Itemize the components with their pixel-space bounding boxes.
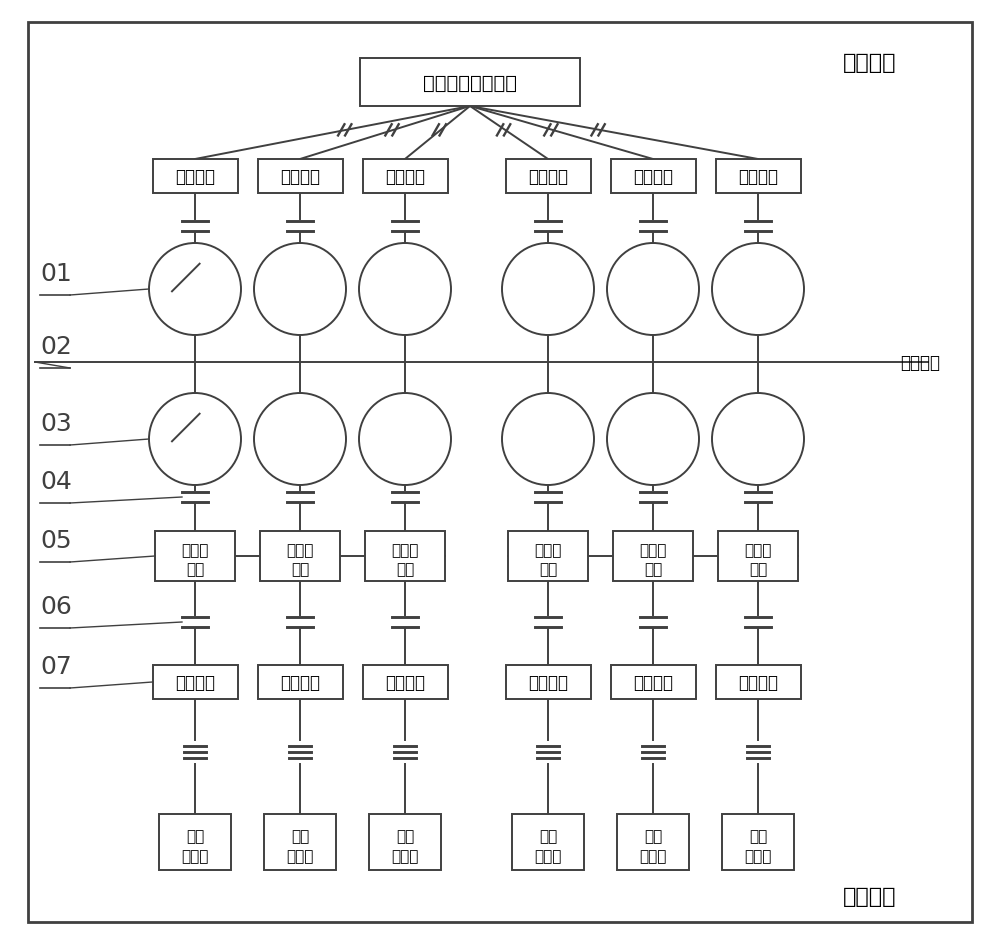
Bar xyxy=(258,160,343,194)
Text: 降试: 降试 xyxy=(291,828,309,843)
Bar xyxy=(617,814,689,870)
Bar xyxy=(258,666,343,700)
Text: 被试机车电气设备: 被试机车电气设备 xyxy=(423,74,517,93)
Text: 01: 01 xyxy=(40,261,72,286)
Bar xyxy=(363,160,448,194)
Text: 变流器: 变流器 xyxy=(391,849,419,864)
Bar xyxy=(260,531,340,582)
Text: 牢引电机: 牢引电机 xyxy=(528,168,568,186)
Text: 牢引电机: 牢引电机 xyxy=(385,168,425,186)
Text: 降试电机: 降试电机 xyxy=(385,673,425,691)
Bar xyxy=(159,814,231,870)
Text: 同步齿: 同步齿 xyxy=(286,543,314,558)
Text: 牢引电机: 牢引电机 xyxy=(633,168,673,186)
Text: 降试电机: 降试电机 xyxy=(175,673,215,691)
Bar xyxy=(716,160,800,194)
Circle shape xyxy=(712,244,804,336)
Bar xyxy=(264,814,336,870)
Text: 变流器: 变流器 xyxy=(534,849,562,864)
Text: 牢引电机: 牢引电机 xyxy=(738,168,778,186)
Bar xyxy=(512,814,584,870)
Bar xyxy=(718,531,798,582)
Text: 变流器: 变流器 xyxy=(744,849,772,864)
Text: 变流器: 变流器 xyxy=(639,849,667,864)
Text: 降试: 降试 xyxy=(749,828,767,843)
Bar xyxy=(506,666,590,700)
Text: 03: 03 xyxy=(40,412,72,435)
Bar xyxy=(369,814,441,870)
Circle shape xyxy=(712,394,804,485)
Text: 04: 04 xyxy=(40,469,72,494)
Text: 轮筱: 轮筱 xyxy=(186,562,204,577)
Text: 降试: 降试 xyxy=(186,828,204,843)
Text: 降试: 降试 xyxy=(644,828,662,843)
Circle shape xyxy=(254,394,346,485)
Text: 降试电机: 降试电机 xyxy=(738,673,778,691)
Bar xyxy=(153,666,238,700)
Bar xyxy=(155,531,235,582)
Bar xyxy=(716,666,800,700)
Text: 06: 06 xyxy=(40,595,72,618)
Text: 降试系统: 降试系统 xyxy=(843,886,897,906)
Circle shape xyxy=(149,394,241,485)
Text: 降试电机: 降试电机 xyxy=(633,673,673,691)
Circle shape xyxy=(359,244,451,336)
Text: 轮筱: 轮筱 xyxy=(539,562,557,577)
Text: 轮筱: 轮筱 xyxy=(291,562,309,577)
Circle shape xyxy=(149,244,241,336)
Text: 变流器: 变流器 xyxy=(181,849,209,864)
Text: 05: 05 xyxy=(40,529,72,552)
Circle shape xyxy=(607,244,699,336)
Text: 同步齿: 同步齿 xyxy=(534,543,562,558)
Text: 同步齿: 同步齿 xyxy=(639,543,667,558)
Text: 降试: 降试 xyxy=(396,828,414,843)
Circle shape xyxy=(359,394,451,485)
Text: 02: 02 xyxy=(40,334,72,359)
Bar xyxy=(506,160,590,194)
Text: 同步齿: 同步齿 xyxy=(391,543,419,558)
Text: 07: 07 xyxy=(40,654,72,679)
Circle shape xyxy=(607,394,699,485)
Text: 牢引电机: 牢引电机 xyxy=(175,168,215,186)
Text: 被试系统: 被试系统 xyxy=(843,53,897,73)
Circle shape xyxy=(502,394,594,485)
Text: 轮筱: 轮筱 xyxy=(644,562,662,577)
Text: 降试电机: 降试电机 xyxy=(528,673,568,691)
Circle shape xyxy=(254,244,346,336)
Text: 同步齿: 同步齿 xyxy=(181,543,209,558)
Bar xyxy=(365,531,445,582)
Text: 轮筱: 轮筱 xyxy=(396,562,414,577)
Circle shape xyxy=(502,244,594,336)
Bar xyxy=(613,531,693,582)
Bar xyxy=(508,531,588,582)
Text: 牢引电机: 牢引电机 xyxy=(280,168,320,186)
Bar xyxy=(153,160,238,194)
Text: 变流器: 变流器 xyxy=(286,849,314,864)
Text: 轮对接触: 轮对接触 xyxy=(900,354,940,372)
Text: 轮筱: 轮筱 xyxy=(749,562,767,577)
Bar xyxy=(610,160,696,194)
Text: 降试电机: 降试电机 xyxy=(280,673,320,691)
Bar xyxy=(610,666,696,700)
Bar xyxy=(363,666,448,700)
Text: 同步齿: 同步齿 xyxy=(744,543,772,558)
Bar xyxy=(722,814,794,870)
Text: 降试: 降试 xyxy=(539,828,557,843)
Bar xyxy=(360,59,580,107)
